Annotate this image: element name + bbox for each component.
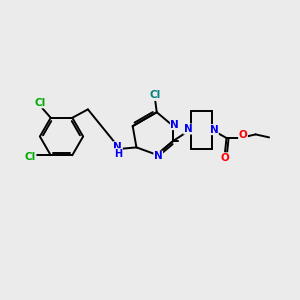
Text: N: N xyxy=(209,124,218,135)
Text: Cl: Cl xyxy=(150,90,161,100)
Text: O: O xyxy=(220,153,230,163)
Text: Cl: Cl xyxy=(34,98,46,108)
Text: Cl: Cl xyxy=(25,152,36,162)
Text: O: O xyxy=(238,130,247,140)
Text: H: H xyxy=(114,149,122,159)
Text: N: N xyxy=(184,124,193,134)
Text: N: N xyxy=(154,151,163,161)
Text: N: N xyxy=(170,120,179,130)
Text: N: N xyxy=(113,142,122,152)
